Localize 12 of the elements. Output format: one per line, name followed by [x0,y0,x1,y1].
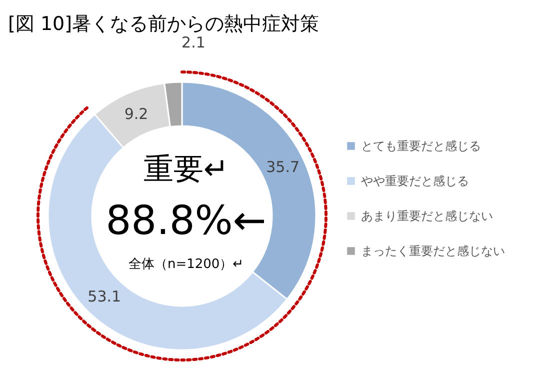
chart-title: [図 10]暑くなる前からの熱中症対策 [8,13,320,35]
text: 全体（n=1200）↵ [128,257,244,272]
text: 重要↵ [143,152,229,187]
text: 88.8%← [106,198,266,244]
legend-label: まったく重要だと感じない [361,244,505,258]
data-label: 9.2 [124,104,148,123]
legend-label: あまり重要だと感じない [361,209,493,223]
legend-label: とても重要だと感じる [361,139,481,153]
data-label: 35.7 [266,158,300,176]
data-label: 53.1 [88,288,122,306]
data-label: 2.1 [182,33,206,52]
legend-label: やや重要だと感じる [361,174,469,188]
